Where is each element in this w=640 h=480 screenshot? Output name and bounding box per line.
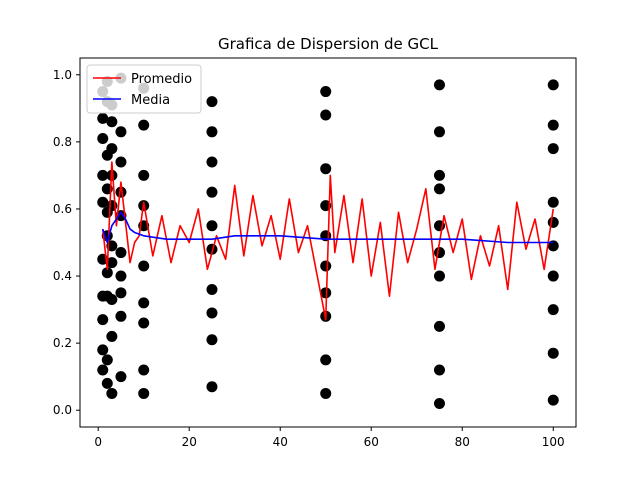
scatter-point	[97, 133, 109, 145]
scatter-point	[320, 354, 332, 366]
series-line-media	[101, 211, 554, 244]
y-tick-label: 0.0	[53, 403, 72, 417]
legend: Promedio Media	[86, 64, 202, 114]
scatter-point	[547, 119, 559, 131]
scatter-point	[97, 169, 109, 181]
scatter-point	[433, 169, 445, 181]
scatter-point	[138, 119, 150, 131]
scatter-point	[320, 86, 332, 98]
scatter-point	[206, 96, 218, 108]
scatter-point	[433, 247, 445, 259]
scatter-point	[115, 156, 127, 168]
scatter-point	[320, 287, 332, 299]
scatter-point	[206, 243, 218, 255]
scatter-point	[138, 364, 150, 376]
scatter-point	[138, 297, 150, 309]
scatter-point	[101, 377, 113, 389]
scatter-point	[206, 283, 218, 295]
scatter-point	[106, 330, 118, 342]
scatter-point	[106, 387, 118, 399]
y-tick-label: 0.6	[53, 202, 72, 216]
scatter-point	[97, 112, 109, 124]
scatter-point	[115, 247, 127, 259]
scatter-point	[433, 183, 445, 195]
series-line-promedio	[101, 161, 555, 321]
scatter-point	[115, 371, 127, 383]
scatter-point	[320, 163, 332, 175]
scatter-point	[547, 394, 559, 406]
scatter-point	[547, 79, 559, 91]
scatter-point	[320, 109, 332, 121]
scatter-point	[433, 126, 445, 138]
scatter-point	[547, 196, 559, 208]
legend-label-media: Media	[131, 93, 170, 108]
scatter-point	[547, 347, 559, 359]
scatter-point	[115, 126, 127, 138]
scatter-point	[433, 320, 445, 332]
scatter-point	[320, 260, 332, 272]
axes-frame	[79, 57, 577, 428]
scatter-point	[101, 354, 113, 366]
scatter-point	[97, 196, 109, 208]
scatter-point	[206, 381, 218, 393]
x-tick-label: 60	[364, 435, 379, 449]
x-tick-label: 100	[542, 435, 565, 449]
y-tick-label: 0.4	[53, 269, 72, 283]
scatter-point	[206, 126, 218, 138]
x-tick-label: 40	[273, 435, 288, 449]
scatter-point	[206, 307, 218, 319]
scatter-point	[97, 314, 109, 326]
chart-title: Grafica de Dispersion de GCL	[218, 35, 439, 53]
scatter-point	[547, 304, 559, 316]
scatter-point	[206, 156, 218, 168]
scatter-point	[138, 317, 150, 329]
x-tick-label: 80	[455, 435, 470, 449]
legend-box	[86, 64, 202, 114]
plot-area: 0 20 40 60 80 100 0.0 0.2 0.4 0.6 0.8 1.0 Promedio Me…	[53, 57, 577, 449]
y-tick-label: 0.8	[53, 135, 72, 149]
scatter-point	[115, 186, 127, 198]
scatter-point	[433, 364, 445, 376]
scatter-point	[138, 387, 150, 399]
x-tick-label: 20	[182, 435, 197, 449]
scatter-point	[101, 267, 113, 279]
scatter-point	[106, 143, 118, 155]
scatter-point	[115, 270, 127, 282]
scatter-point	[206, 220, 218, 232]
scatter-point	[115, 287, 127, 299]
scatter-point	[433, 79, 445, 91]
scatter-point	[138, 169, 150, 181]
scatter-point	[433, 270, 445, 282]
legend-label-promedio: Promedio	[131, 72, 192, 87]
scatter-point	[115, 310, 127, 322]
scatter-point	[97, 344, 109, 356]
scatter-point	[320, 387, 332, 399]
y-tick-label: 0.2	[53, 336, 72, 350]
scatter-point	[547, 216, 559, 228]
scatter-point	[206, 334, 218, 346]
scatter-point	[206, 186, 218, 198]
x-tick-label: 0	[94, 435, 102, 449]
scatter-point	[547, 270, 559, 282]
scatter-point	[97, 364, 109, 376]
scatter-point	[433, 398, 445, 410]
scatter-point	[106, 294, 118, 306]
scatter-point	[138, 260, 150, 272]
scatter-point	[106, 257, 118, 269]
scatter-point	[547, 143, 559, 155]
y-tick-label: 1.0	[53, 68, 72, 82]
scatter-point	[106, 116, 118, 128]
